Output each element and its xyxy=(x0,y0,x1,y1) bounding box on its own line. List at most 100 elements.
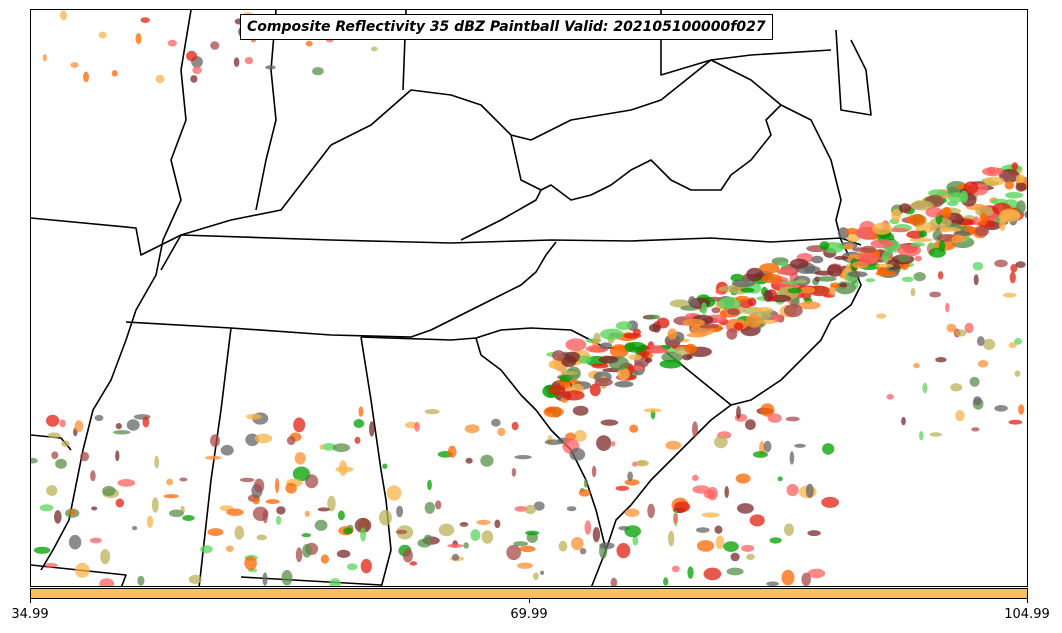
reflectivity-cell xyxy=(682,318,706,327)
reflectivity-cell xyxy=(465,457,473,464)
reflectivity-cell xyxy=(1014,370,1021,377)
reflectivity-cell xyxy=(234,525,245,540)
reflectivity-cell xyxy=(724,486,729,498)
reflectivity-cell xyxy=(955,410,965,422)
reflectivity-cell xyxy=(663,577,669,586)
colorbar-tick xyxy=(30,599,31,603)
gulf-coast-left xyxy=(31,564,127,586)
reflectivity-cell xyxy=(514,506,528,512)
reflectivity-cell xyxy=(566,506,577,512)
reflectivity-cell xyxy=(304,510,310,517)
reflectivity-cell xyxy=(561,390,585,401)
reflectivity-cell xyxy=(977,360,989,368)
reflectivity-cell xyxy=(338,460,348,476)
reflectivity-cell xyxy=(830,282,840,288)
reflectivity-cell xyxy=(928,242,935,249)
reflectivity-cell xyxy=(735,473,751,484)
reflectivity-cell xyxy=(548,384,566,395)
reflectivity-cell xyxy=(686,332,707,338)
reflectivity-cell xyxy=(643,408,662,413)
reflectivity-cell xyxy=(210,434,220,448)
reflectivity-cell xyxy=(572,405,589,416)
reflectivity-cell xyxy=(886,394,894,400)
reflectivity-cell xyxy=(233,57,240,67)
reflectivity-cell xyxy=(132,526,138,531)
reflectivity-cell xyxy=(761,273,783,284)
reflectivity-cell xyxy=(1010,264,1018,273)
reflectivity-cell xyxy=(42,54,47,62)
reflectivity-cell xyxy=(146,515,154,528)
reflectivity-cell xyxy=(1015,261,1026,268)
reflectivity-cell xyxy=(779,261,789,267)
reflectivity-cell xyxy=(865,278,876,283)
reflectivity-cell xyxy=(317,507,330,512)
reflectivity-cell xyxy=(435,500,442,510)
reflectivity-cell xyxy=(182,515,195,521)
colorbar-tick-label-mid: 69.99 xyxy=(510,607,548,622)
reflectivity-cell xyxy=(616,543,631,559)
reflectivity-cell xyxy=(763,289,773,302)
reflectivity-cell xyxy=(816,276,837,282)
reflectivity-cell xyxy=(293,417,306,433)
reflectivity-cell xyxy=(386,485,402,501)
reflectivity-cell xyxy=(163,494,179,499)
reflectivity-cell xyxy=(594,377,613,387)
reflectivity-cell xyxy=(798,301,821,310)
reflectivity-cell xyxy=(733,322,744,331)
map-canvas xyxy=(31,10,1027,586)
reflectivity-cell xyxy=(644,357,653,363)
reflectivity-cell xyxy=(979,212,988,226)
reflectivity-cell xyxy=(855,226,876,240)
reflectivity-cell xyxy=(459,522,469,527)
reflectivity-cell xyxy=(822,443,835,455)
reflectivity-cell xyxy=(746,267,764,282)
reflectivity-cell xyxy=(166,478,174,486)
reflectivity-cell xyxy=(142,416,150,428)
reflectivity-cell xyxy=(699,323,719,329)
reflectivity-cell xyxy=(807,530,821,537)
reflectivity-cell xyxy=(760,403,775,417)
reflectivity-cell xyxy=(726,328,738,340)
reflectivity-cell xyxy=(784,523,794,536)
reflectivity-cell xyxy=(126,419,140,431)
reflectivity-cell xyxy=(1008,342,1017,349)
reflectivity-cell xyxy=(668,530,675,547)
reflectivity-cell xyxy=(839,283,848,288)
reflectivity-cell xyxy=(47,432,61,439)
reflectivity-cell xyxy=(759,263,780,274)
gulf-coast-mid xyxy=(240,576,382,586)
reflectivity-cell xyxy=(891,208,902,222)
reflectivity-cell xyxy=(354,436,361,444)
reflectivity-cell xyxy=(1015,182,1027,192)
reflectivity-cell xyxy=(589,383,601,397)
reflectivity-cell xyxy=(210,41,220,50)
reflectivity-cell xyxy=(91,506,98,511)
reflectivity-cell xyxy=(610,577,618,586)
reflectivity-cell xyxy=(74,420,84,433)
reflectivity-cell xyxy=(913,272,926,282)
reflectivity-cell xyxy=(314,519,328,531)
reflectivity-cell xyxy=(113,430,131,435)
reflectivity-cell xyxy=(525,530,540,536)
reflectivity-cell xyxy=(33,546,51,554)
reflectivity-cell xyxy=(600,419,619,426)
reflectivity-cell xyxy=(44,562,58,568)
reflectivity-cell xyxy=(669,299,691,308)
reflectivity-cell xyxy=(701,512,720,518)
reflectivity-cell xyxy=(752,451,769,458)
reflectivity-cell xyxy=(565,338,587,352)
reflectivity-cell xyxy=(910,288,916,297)
reflectivity-cell xyxy=(901,416,906,426)
reflectivity-cell xyxy=(805,483,814,498)
reflectivity-cell xyxy=(994,405,1008,412)
reflectivity-cell xyxy=(262,572,268,586)
reflectivity-cell xyxy=(609,344,629,358)
reflectivity-cell xyxy=(682,353,692,361)
reflectivity-cell xyxy=(463,542,469,549)
reflectivity-cell xyxy=(98,31,107,39)
reflectivity-cell xyxy=(59,419,66,428)
reflectivity-cell xyxy=(226,508,244,516)
reflectivity-cell xyxy=(910,200,934,211)
reflectivity-cell xyxy=(973,396,982,406)
reflectivity-cell xyxy=(543,406,564,418)
